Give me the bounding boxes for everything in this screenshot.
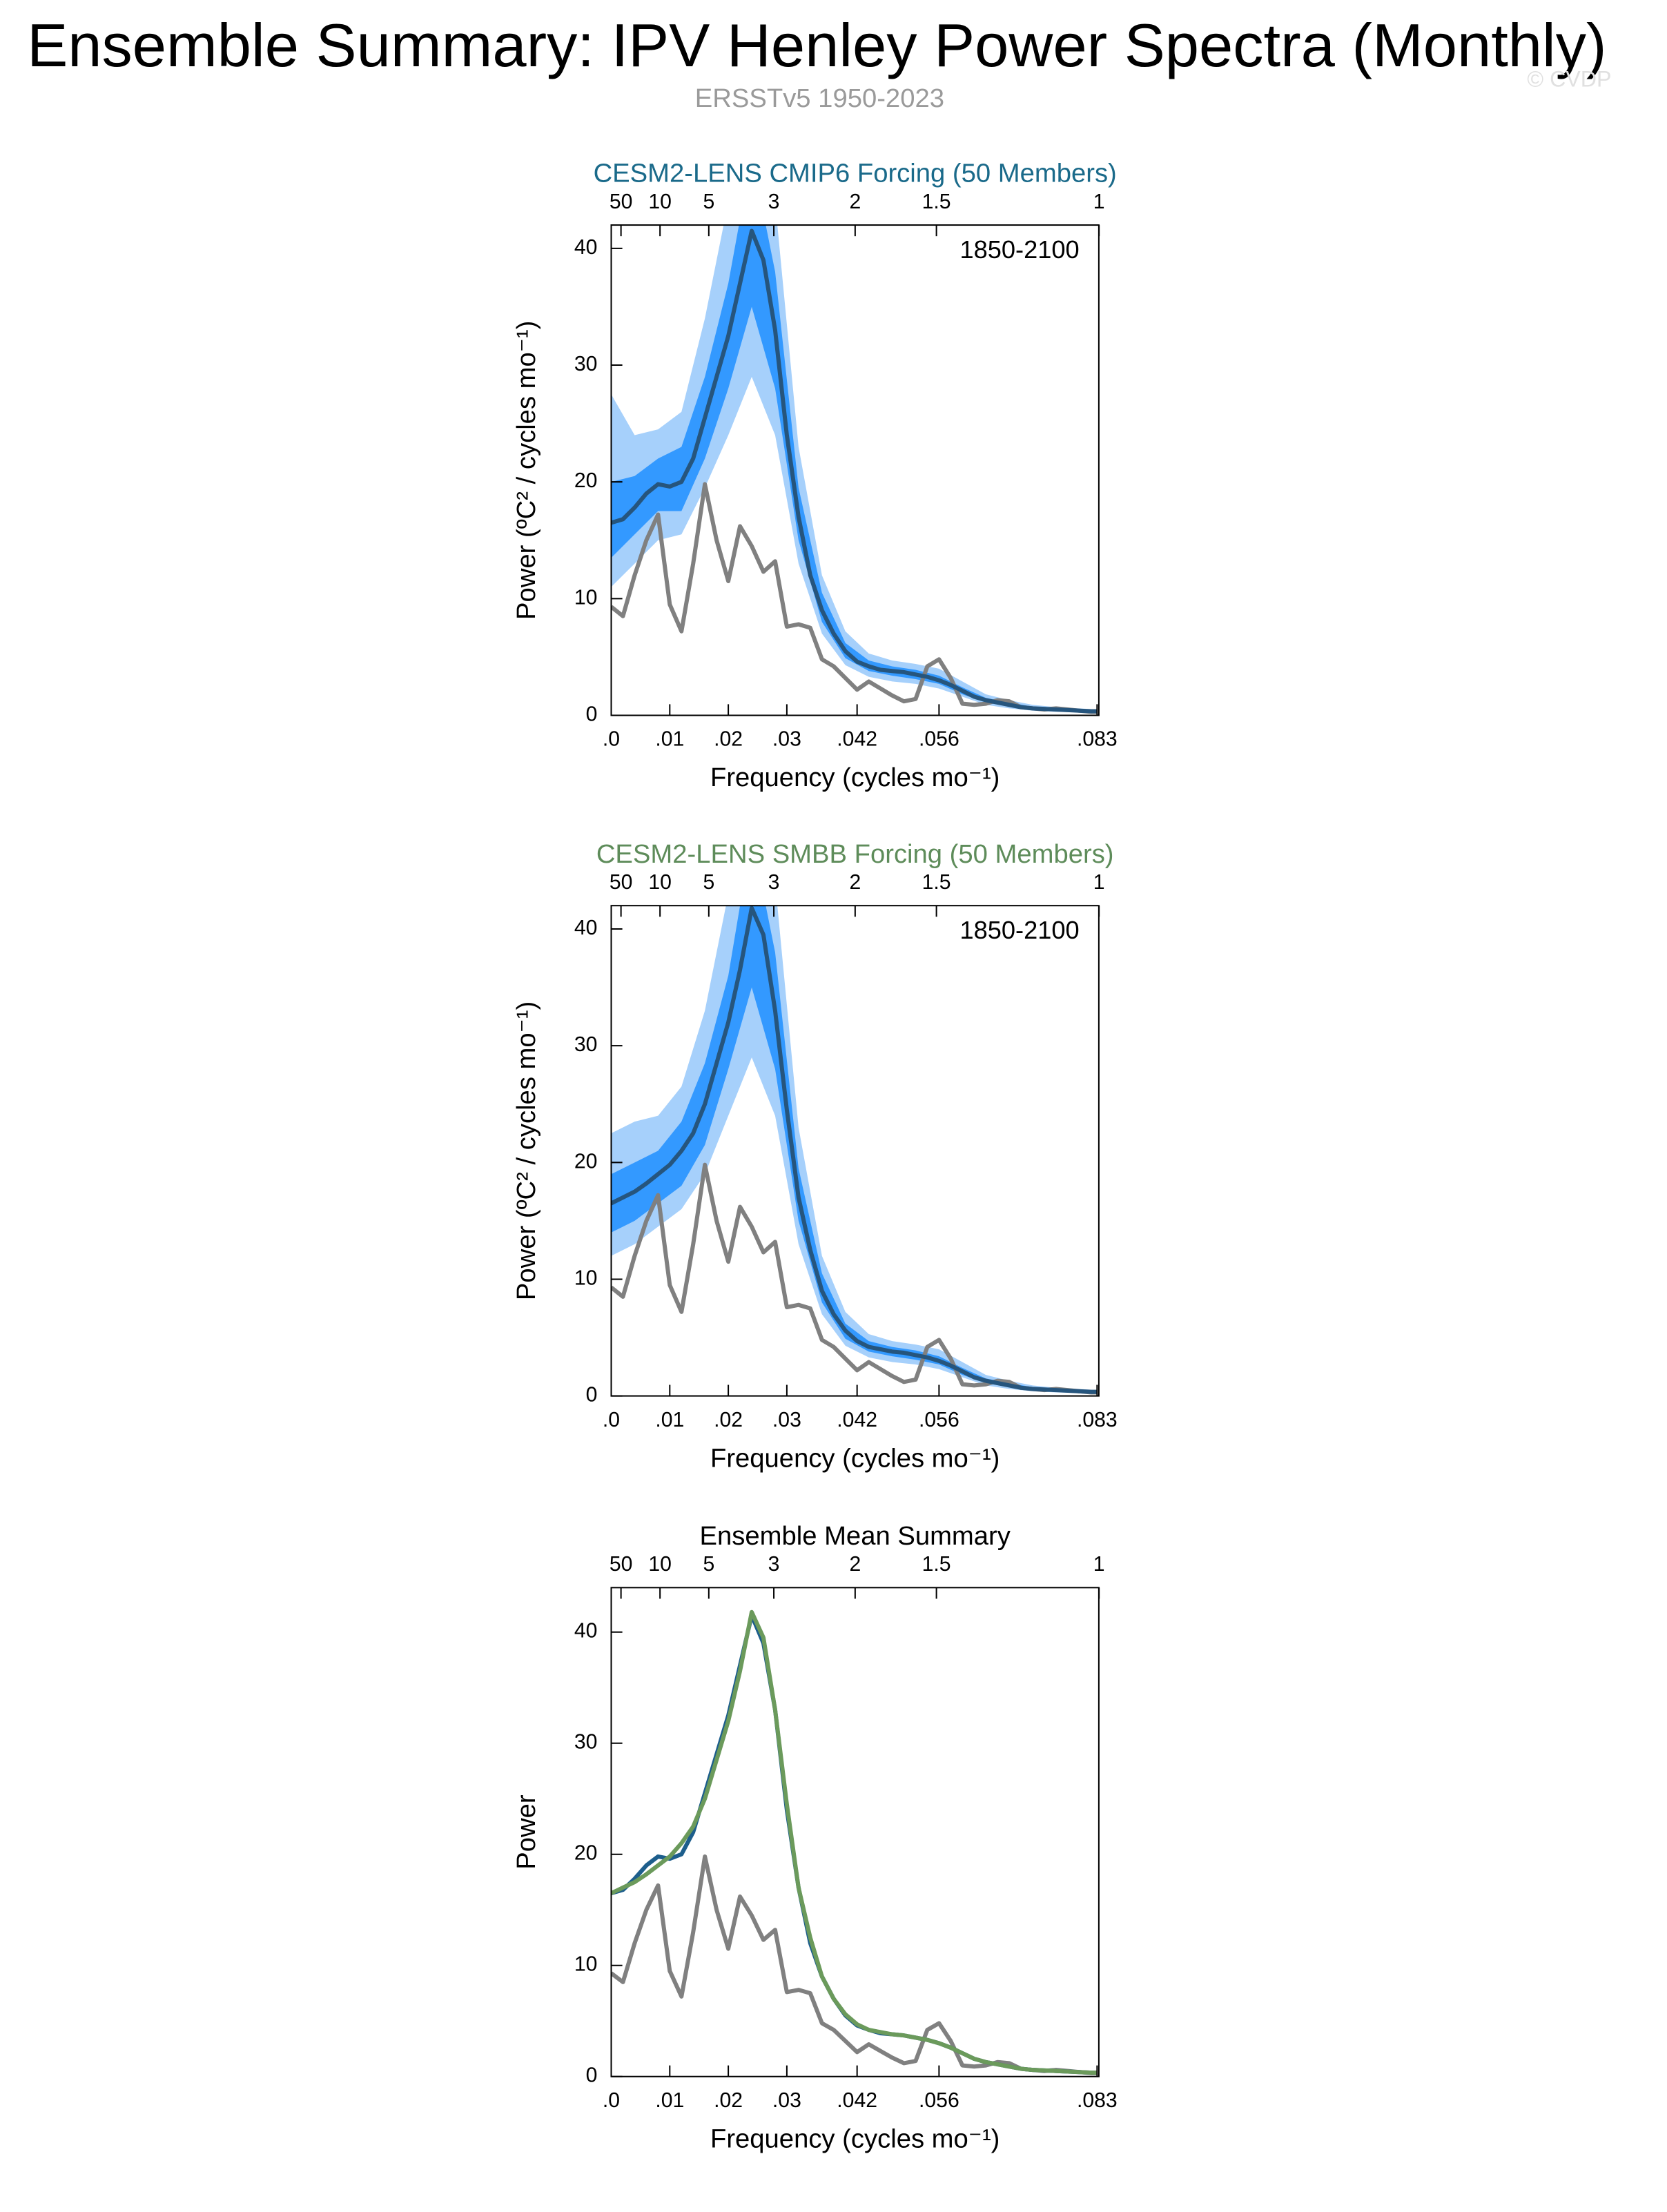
x-tick-label: .01 xyxy=(655,2089,684,2112)
x-axis-label: Frequency (cycles mo⁻¹) xyxy=(710,2124,1000,2153)
x2-tick-label: 1 xyxy=(1093,190,1105,213)
y-tick-label: 20 xyxy=(574,1842,598,1865)
x2-tick-label: 2 xyxy=(849,871,861,894)
x-tick-label: .02 xyxy=(714,728,743,751)
x-tick-label: .083 xyxy=(1077,728,1118,751)
y-tick-label: 0 xyxy=(586,703,598,725)
x2-tick-label: 1 xyxy=(1093,871,1105,894)
x2-tick-label: 5 xyxy=(703,1553,714,1576)
spectrum-line xyxy=(611,228,1098,714)
x-tick-label: .0 xyxy=(603,728,620,751)
x-tick-label: .056 xyxy=(919,1409,959,1431)
x-axis-label: Frequency (cycles mo⁻¹) xyxy=(710,763,1000,792)
y-tick-label: 20 xyxy=(574,469,598,492)
chart-title: CESM2-LENS CMIP6 Forcing (50 Members) xyxy=(594,159,1117,188)
y-tick-label: 30 xyxy=(574,353,598,375)
x-tick-label: .01 xyxy=(655,1409,684,1431)
x2-tick-label: 1.5 xyxy=(922,190,951,213)
x2-tick-label: 10 xyxy=(648,871,672,894)
x-tick-label: .03 xyxy=(772,2089,801,2112)
y-tick-label: 10 xyxy=(574,1266,598,1289)
x2-tick-label: 50 xyxy=(610,1553,633,1576)
y-axis-label: Power (ºC² / cycles mo⁻¹) xyxy=(511,321,541,620)
page-title: Ensemble Summary: IPV Henley Power Spect… xyxy=(27,11,1606,79)
x2-tick-label: 3 xyxy=(768,1553,780,1576)
copyright: © CVDP xyxy=(1527,66,1611,91)
x-axis-label: Frequency (cycles mo⁻¹) xyxy=(710,1443,1000,1473)
y-tick-label: 40 xyxy=(574,236,598,259)
x-tick-label: .01 xyxy=(655,728,684,751)
y-tick-label: 40 xyxy=(574,917,598,939)
x-tick-label: .03 xyxy=(772,1409,801,1431)
x-tick-label: .083 xyxy=(1077,2089,1118,2112)
spread-band xyxy=(611,906,1098,1393)
y-tick-label: 20 xyxy=(574,1150,598,1173)
x2-tick-label: 2 xyxy=(849,1553,861,1576)
plot-area xyxy=(611,906,1098,1395)
plot-frame xyxy=(610,1587,1100,2077)
chart-title: CESM2-LENS SMBB Forcing (50 Members) xyxy=(596,839,1114,869)
spectrum-line xyxy=(611,906,1098,1394)
x2-tick-label: 2 xyxy=(849,190,861,213)
y-tick-label: 10 xyxy=(574,1953,598,1976)
x-tick-label: .056 xyxy=(919,728,959,751)
y-tick-label: 30 xyxy=(574,1731,598,1754)
x-tick-label: .042 xyxy=(837,1409,877,1431)
x2-tick-label: 3 xyxy=(768,190,780,213)
spectrum-line xyxy=(611,1609,1098,2075)
x-tick-label: .042 xyxy=(837,2089,877,2112)
chart-title: Ensemble Mean Summary xyxy=(700,1521,1011,1551)
x2-tick-label: 3 xyxy=(768,871,780,894)
x-tick-label: .0 xyxy=(603,2089,620,2112)
spectrum-line xyxy=(611,1613,1098,2075)
x-tick-label: .0 xyxy=(603,1409,620,1431)
y-tick-label: 0 xyxy=(586,2064,598,2087)
annotation: 1850-2100 xyxy=(959,235,1079,264)
x-tick-label: .02 xyxy=(714,2089,743,2112)
x-tick-label: .02 xyxy=(714,1409,743,1431)
x2-tick-label: 1.5 xyxy=(922,1553,951,1576)
plot-area xyxy=(611,1609,1098,2075)
y-axis-label: Power (ºC² / cycles mo⁻¹) xyxy=(511,1001,541,1300)
x2-tick-label: 1 xyxy=(1093,1553,1105,1576)
plot-area xyxy=(611,225,1098,714)
x-tick-label: .056 xyxy=(919,2089,959,2112)
x2-tick-label: 10 xyxy=(648,190,672,213)
x2-tick-label: 50 xyxy=(610,871,633,894)
spread-band xyxy=(611,225,1098,712)
page-subtitle: ERSSTv5 1950-2023 xyxy=(695,84,944,113)
y-tick-label: 40 xyxy=(574,1620,598,1643)
y-tick-label: 30 xyxy=(574,1033,598,1056)
y-axis-label: Power xyxy=(511,1794,541,1870)
x-tick-label: .083 xyxy=(1077,1409,1118,1431)
x2-tick-label: 1.5 xyxy=(922,871,951,894)
x2-tick-label: 50 xyxy=(610,190,633,213)
x-tick-label: .042 xyxy=(837,728,877,751)
y-tick-label: 10 xyxy=(574,586,598,609)
x2-tick-label: 5 xyxy=(703,871,714,894)
annotation: 1850-2100 xyxy=(959,916,1079,944)
x-tick-label: .03 xyxy=(772,728,801,751)
y-tick-label: 0 xyxy=(586,1384,598,1407)
x2-tick-label: 5 xyxy=(703,190,714,213)
spectrum-line xyxy=(611,1854,1098,2075)
x2-tick-label: 10 xyxy=(648,1553,672,1576)
